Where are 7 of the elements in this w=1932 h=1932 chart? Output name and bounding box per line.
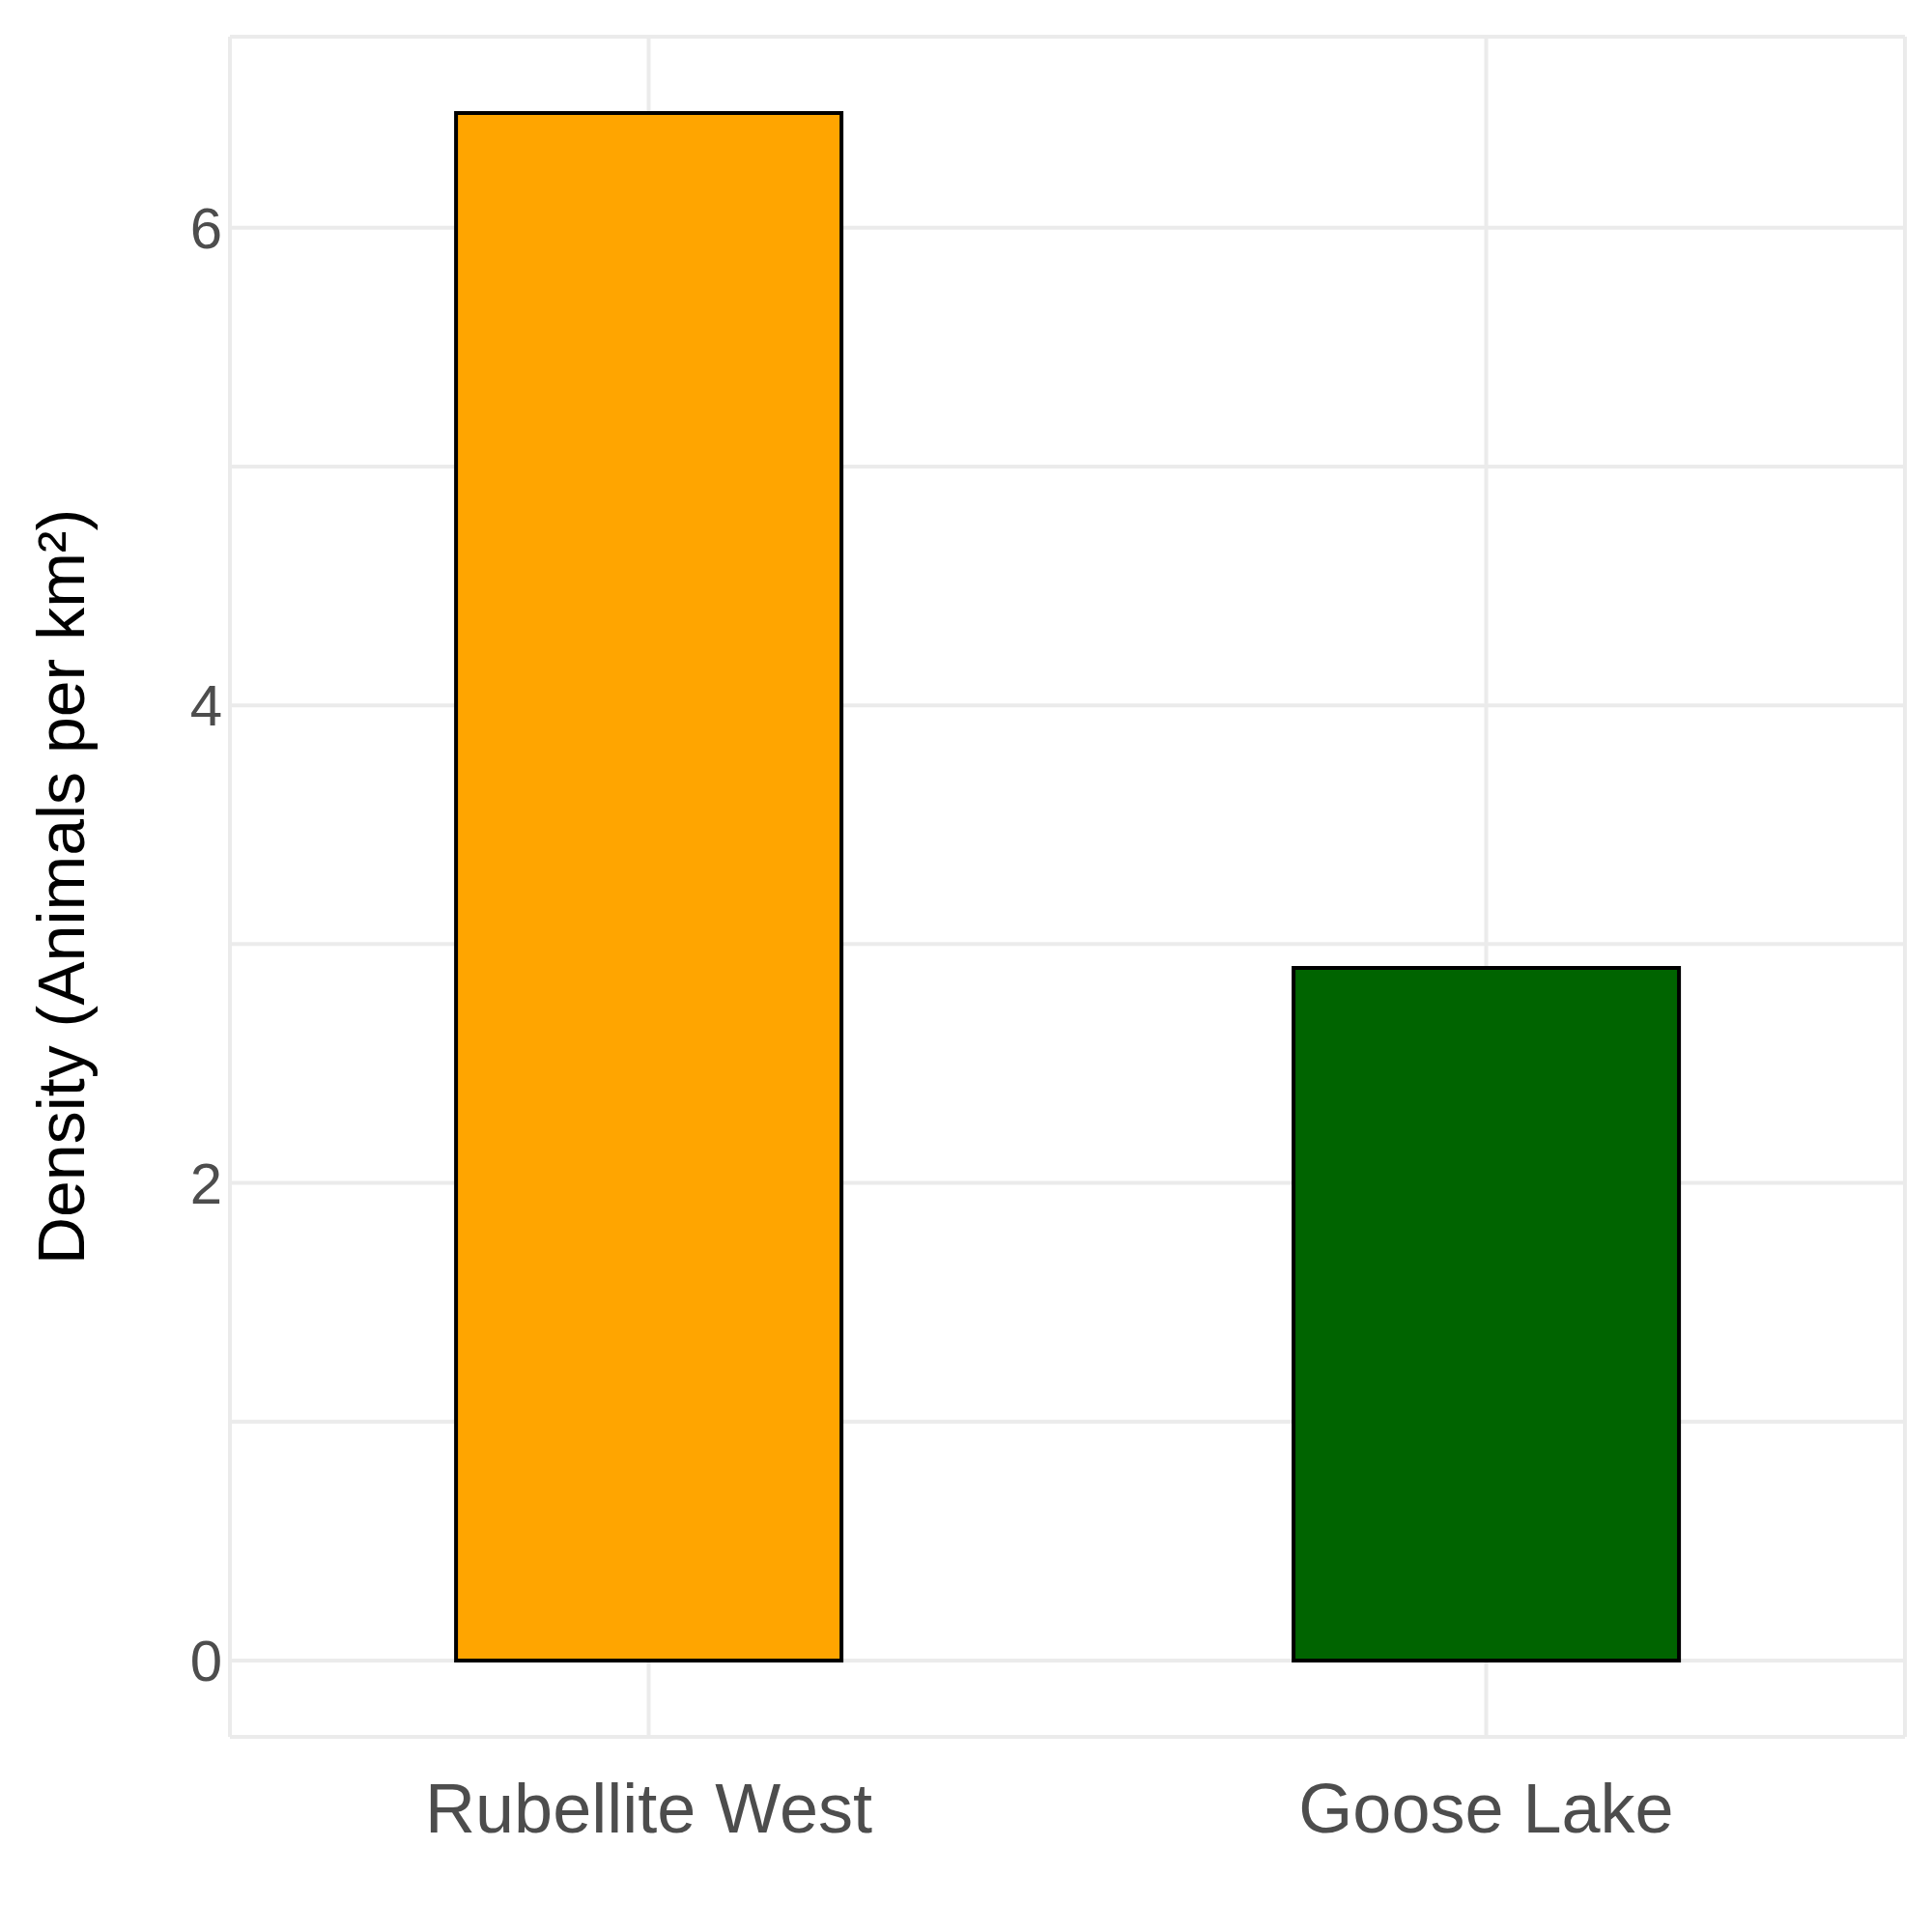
y-tick-label: 0 — [189, 1629, 222, 1694]
y-tick-label: 6 — [189, 196, 222, 262]
x-tick-label: Goose Lake — [1298, 1770, 1674, 1848]
y-axis-title: Density (Animals per km²) — [24, 508, 99, 1265]
y-tick-label: 2 — [189, 1151, 222, 1216]
y-tick-label: 4 — [189, 673, 222, 739]
x-tick-label: Rubellite West — [425, 1770, 872, 1848]
